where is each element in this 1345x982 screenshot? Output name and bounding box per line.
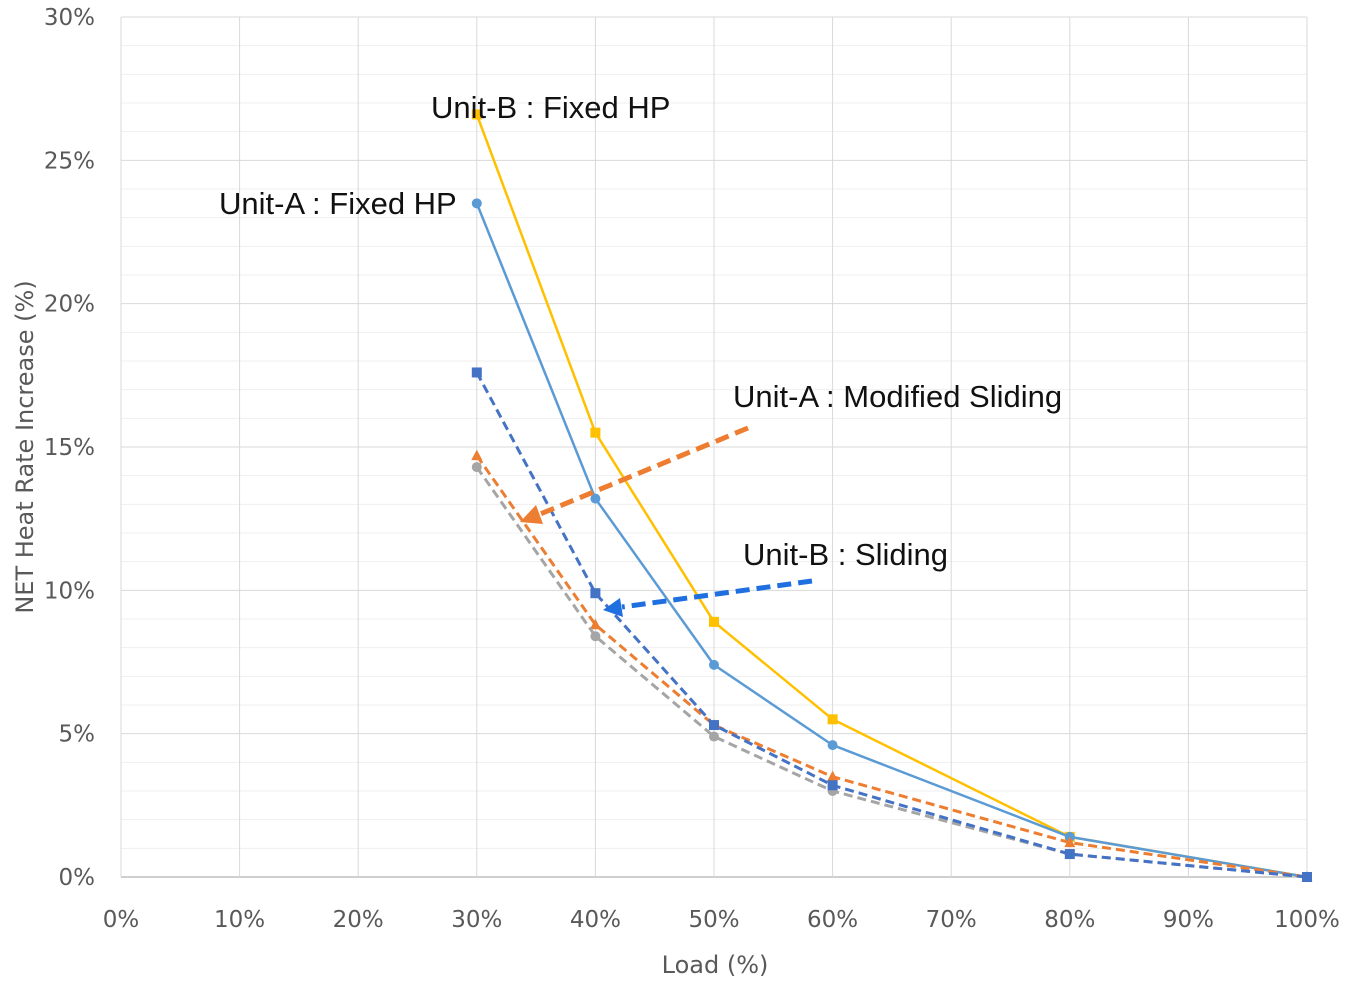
y-axis-title: NET Heat Rate Increase (%) [11,280,39,613]
data-point [590,588,601,599]
data-series [471,109,1313,882]
y-tick-label: 30% [44,5,95,31]
annotation-arrows [520,425,813,617]
series-line-1 [475,202,1308,879]
data-point [827,780,838,791]
annotation-unit-b-fixed-hp: Unit-B : Fixed HP [431,90,670,125]
grid-lines [120,16,1308,878]
y-tick-label: 5% [59,722,96,748]
data-point [471,109,482,120]
data-point [709,720,719,731]
y-tick-label: 20% [44,292,95,318]
arrow-modified-sliding-shaft [537,425,749,518]
data-point [1302,872,1312,882]
annotation-unit-a-modified-sliding: Unit-A : Modified Sliding [733,379,1062,414]
data-point [1064,836,1076,848]
x-tick-label: 10% [214,907,265,933]
data-point [471,367,482,378]
x-axis-title: Load (%) [662,951,769,979]
y-tick-label: 25% [44,148,95,174]
x-tick-label: 70% [926,907,977,933]
x-tick-label: 100% [1274,907,1340,933]
data-point [709,616,719,627]
data-point [471,198,482,209]
data-point [709,659,719,670]
series-line-4 [475,371,1308,879]
x-tick-label: 50% [688,907,739,933]
data-point [471,449,483,461]
data-point [709,731,719,742]
x-tick-label: 0% [103,907,140,933]
arrow-sliding-shaft [621,578,813,610]
x-tick-label: 40% [570,907,621,933]
arrow-sliding-head [603,598,623,617]
data-point [827,740,838,751]
data-point [1064,849,1075,860]
x-tick-label: 20% [333,907,384,933]
y-tick-label: 0% [59,865,96,891]
y-tick-label: 10% [44,578,95,604]
data-point [590,493,601,504]
x-tick-label: 30% [451,907,502,933]
data-point [589,618,601,630]
data-point [590,427,601,438]
annotation-unit-b-sliding: Unit-B : Sliding [743,537,948,572]
annotation-unit-a-fixed-hp: Unit-A : Fixed HP [219,186,457,221]
x-tick-label: 60% [807,907,858,933]
y-tick-label: 15% [44,435,95,461]
x-tick-label: 80% [1044,907,1095,933]
data-point [827,714,838,725]
series-line-3 [475,466,1308,879]
annotation-labels: Unit-B : Fixed HP Unit-A : Fixed HP Unit… [219,90,1062,572]
data-point [827,770,839,782]
tick-labels: 0% 5% 10% 15% 20% 25% 30% 0% 10% 20% 30% 40% 50% 60% 7… [44,5,1340,933]
data-point [590,631,601,642]
series-line-2 [475,454,1308,879]
x-tick-label: 90% [1163,907,1214,933]
arrow-modified-sliding-head [520,505,543,524]
data-point [471,462,482,473]
